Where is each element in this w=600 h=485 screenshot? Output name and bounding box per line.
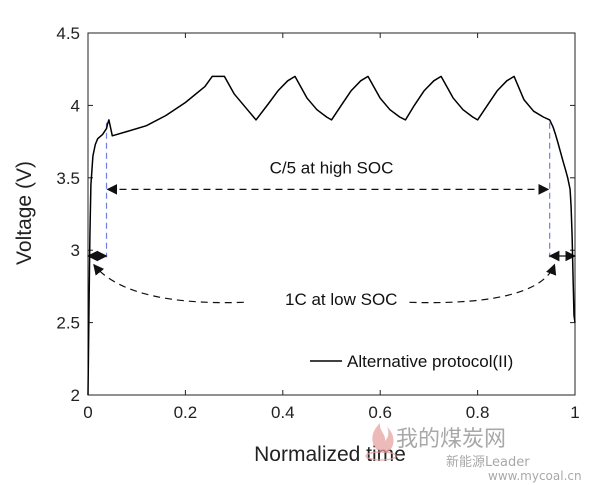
y-tick-label: 4.5 xyxy=(56,24,80,43)
axes-frame xyxy=(87,32,576,396)
flame-logo-icon xyxy=(365,423,397,461)
x-tick-label: 0 xyxy=(83,403,92,422)
series-line xyxy=(87,75,576,396)
x-axis-ticks: 0 0.2 0.4 0.6 0.8 1 xyxy=(83,33,580,422)
series-layer xyxy=(87,75,576,396)
watermark-url: www.mycoal.cn xyxy=(488,469,582,483)
legend-box xyxy=(298,344,560,374)
annotation-low-soc: 1C at low SOC xyxy=(285,290,397,309)
plot-border xyxy=(87,32,576,396)
watermark-site-name: 我的煤炭网 xyxy=(396,427,506,452)
low-soc-leader-right xyxy=(409,263,557,304)
legend-label: Alternative protocol(II) xyxy=(347,352,513,371)
watermark-channel: 新能源Leader xyxy=(446,454,530,470)
y-tick-label: 2.5 xyxy=(56,314,80,333)
low-soc-leader-left xyxy=(93,263,244,304)
y-tick-label: 2 xyxy=(71,386,80,405)
annotation-arrows xyxy=(86,183,577,304)
y-tick-label: 3 xyxy=(71,241,80,260)
x-tick-label: 0.8 xyxy=(466,403,490,422)
y-axis-title: Voltage (V) xyxy=(13,161,36,265)
y-tick-label: 3.5 xyxy=(56,169,80,188)
y-axis-ticks: 2 2.5 3 3.5 4 4.5 xyxy=(56,24,575,405)
x-axis-title: Normalized time xyxy=(254,443,406,466)
legend: Alternative protocol(II) xyxy=(298,344,560,374)
marker-lines xyxy=(105,122,551,258)
annotation-high-soc: C/5 at high SOC xyxy=(270,158,394,177)
x-tick-label: 1 xyxy=(570,403,579,422)
watermark: 我的煤炭网 新能源Leader www.mycoal.cn xyxy=(365,423,582,483)
x-tick-label: 0.6 xyxy=(368,403,392,422)
x-tick-label: 0.4 xyxy=(271,403,295,422)
x-tick-label: 0.2 xyxy=(174,403,198,422)
y-tick-label: 4 xyxy=(71,96,80,115)
